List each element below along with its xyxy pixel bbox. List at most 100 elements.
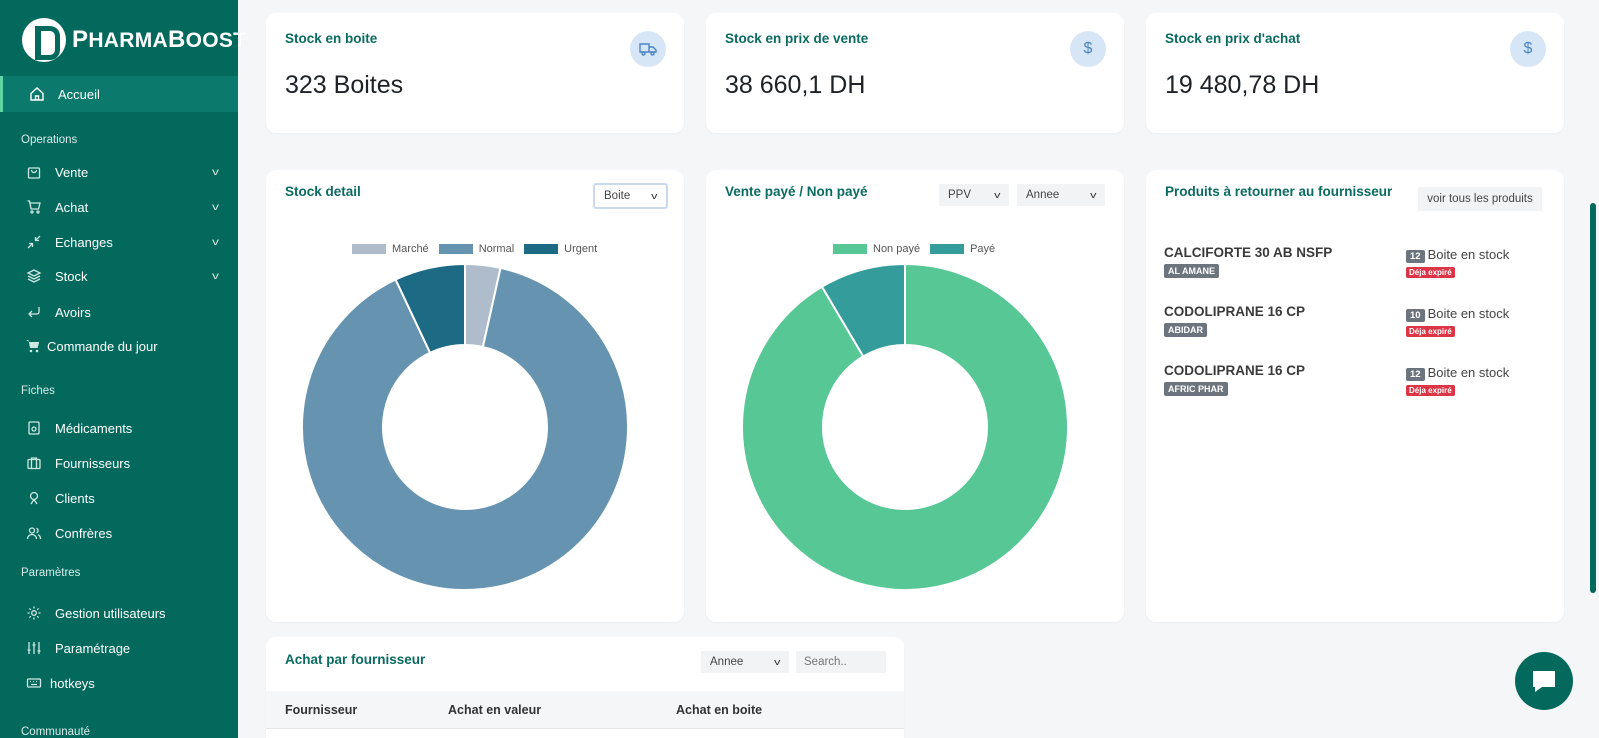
legend-swatch [524, 244, 559, 254]
user-icon [25, 489, 43, 507]
layers-icon [25, 267, 43, 285]
stock-info: 10 Boite en stock Déja expiré [1406, 306, 1509, 337]
briefcase-icon [25, 454, 43, 472]
chevron-down-icon: v [212, 236, 219, 248]
vente-select-ppv[interactable]: PPV v [939, 184, 1009, 206]
legend-label: Payé [970, 243, 996, 255]
donut-slice-urgent[interactable] [394, 262, 466, 355]
donut-slice-pay-[interactable] [820, 262, 906, 358]
vente-select-annee[interactable]: Annee v [1017, 184, 1105, 206]
legend-item[interactable]: Non payé [833, 243, 920, 255]
sidebar-item-confreres[interactable]: Confrères [0, 515, 238, 551]
supplier-badge: AL AMANE [1164, 264, 1219, 278]
stock-detail-title: Stock detail [285, 184, 361, 199]
keyboard-icon [25, 674, 43, 692]
chevron-down-icon: v [212, 166, 219, 178]
sliders-icon [25, 639, 43, 657]
legend-item[interactable]: Payé [930, 243, 995, 255]
chevron-down-icon: v [773, 657, 780, 667]
sidebar: PHARMABOOST Accueil Operations Vente v A… [0, 0, 246, 738]
stock-info: 12 Boite en stock Déja expiré [1406, 247, 1509, 278]
section-operations: Operations [21, 134, 78, 146]
dollar-icon: $ [1070, 31, 1106, 67]
legend-item[interactable]: Normal [438, 243, 515, 255]
returns-card: Produits à retourner au fournisseur voir… [1146, 170, 1564, 622]
kpi-card-prix-vente: Stock en prix de vente 38 660,1 DH $ [706, 13, 1124, 133]
section-fiches: Fiches [21, 385, 55, 397]
brand-logo[interactable]: PHARMABOOST [22, 18, 246, 62]
count-badge: 12 [1406, 250, 1425, 263]
column-header-achat-boite[interactable]: Achat en boite [676, 703, 763, 717]
return-item[interactable]: CALCIFORTE 30 AB NSFP AL AMANE [1164, 245, 1333, 278]
legend-label: Urgent [564, 243, 598, 255]
returns-title: Produits à retourner au fournisseur [1165, 184, 1393, 199]
kpi-value: 38 660,1 DH [725, 71, 866, 99]
kpi-title: Stock en boite [285, 31, 378, 46]
bag-icon [25, 163, 43, 181]
medicine-icon [25, 419, 43, 437]
sidebar-item-clients[interactable]: Clients [0, 480, 238, 516]
column-header-fournisseur[interactable]: Fournisseur [285, 703, 358, 717]
expired-badge: Déja expiré [1406, 326, 1455, 337]
vente-title: Vente payé / Non payé [725, 184, 868, 199]
sidebar-item-avoirs[interactable]: Avoirs [0, 294, 238, 330]
sidebar-item-achat[interactable]: Achat v [0, 189, 238, 225]
return-item[interactable]: CODOLIPRANE 16 CP ABIDAR [1164, 304, 1306, 337]
kpi-value: 19 480,78 DH [1165, 71, 1320, 99]
chevron-down-icon: v [212, 201, 219, 213]
vente-donut-chart [741, 262, 1069, 591]
stock-detail-legend: Marché Normal Urgent [352, 243, 607, 255]
achat-select-annee[interactable]: Annee v [701, 651, 789, 673]
swap-icon [25, 233, 43, 251]
view-all-products-button[interactable]: voir tous les produits [1418, 187, 1542, 211]
home-icon [28, 85, 46, 103]
legend-item[interactable]: Marché [352, 243, 429, 255]
sidebar-item-echanges[interactable]: Echanges v [0, 224, 238, 260]
donut-slice-normal[interactable] [301, 266, 629, 591]
return-item[interactable]: CODOLIPRANE 16 CP AFRIC PHAR [1164, 363, 1306, 396]
section-communaute: Communauté [21, 726, 91, 738]
cart-icon [25, 198, 43, 216]
sidebar-item-commande-du-jour[interactable]: Commande du jour [0, 328, 238, 364]
kpi-title: Stock en prix d'achat [1165, 31, 1301, 46]
users-icon [25, 524, 43, 542]
kpi-card-prix-achat: Stock en prix d'achat 19 480,78 DH $ [1146, 13, 1564, 133]
brand-name: PHARMABOOST [72, 26, 247, 53]
sidebar-item-accueil[interactable]: Accueil [0, 76, 238, 112]
legend-swatch [930, 244, 965, 254]
chat-button[interactable] [1515, 652, 1573, 710]
sidebar-item-vente[interactable]: Vente v [0, 154, 238, 190]
stock-detail-donut-chart [301, 262, 629, 591]
sidebar-item-fournisseurs[interactable]: Fournisseurs [0, 445, 238, 481]
sidebar-item-medicaments[interactable]: Médicaments [0, 410, 238, 446]
vente-card: Vente payé / Non payé PPV v Annee v Non … [706, 170, 1124, 622]
legend-swatch [833, 244, 867, 254]
column-header-achat-valeur[interactable]: Achat en valeur [448, 703, 542, 717]
sidebar-item-parametrage[interactable]: Paramétrage [0, 630, 238, 666]
chevron-down-icon: v [650, 191, 657, 201]
sidebar-item-stock[interactable]: Stock v [0, 258, 238, 294]
gear-icon [25, 604, 43, 622]
legend-swatch [352, 244, 386, 254]
chevron-down-icon: v [993, 190, 1000, 200]
return-icon [25, 303, 43, 321]
stock-detail-select[interactable]: Boite v [593, 183, 668, 209]
donut-slice-non-pay-[interactable] [741, 262, 1069, 591]
legend-swatch [438, 244, 473, 254]
sidebar-item-hotkeys[interactable]: hotkeys [0, 665, 238, 701]
sidebar-item-gestion-utilisateurs[interactable]: Gestion utilisateurs [0, 595, 238, 631]
logo-icon [22, 18, 66, 62]
supplier-badge: ABIDAR [1164, 323, 1207, 337]
truck-icon [630, 31, 666, 67]
legend-item[interactable]: Urgent [524, 243, 597, 255]
achat-search-input[interactable] [796, 651, 886, 673]
achat-title: Achat par fournisseur [285, 652, 426, 667]
page-scrollbar[interactable] [1590, 203, 1596, 593]
chevron-down-icon: v [212, 270, 219, 282]
legend-label: Normal [478, 243, 515, 255]
supplier-badge: AFRIC PHAR [1164, 382, 1228, 396]
kpi-value: 323 Boites [285, 71, 404, 99]
count-badge: 12 [1406, 368, 1425, 381]
expired-badge: Déja expiré [1406, 267, 1455, 278]
stock-info: 12 Boite en stock Déja expiré [1406, 365, 1509, 396]
